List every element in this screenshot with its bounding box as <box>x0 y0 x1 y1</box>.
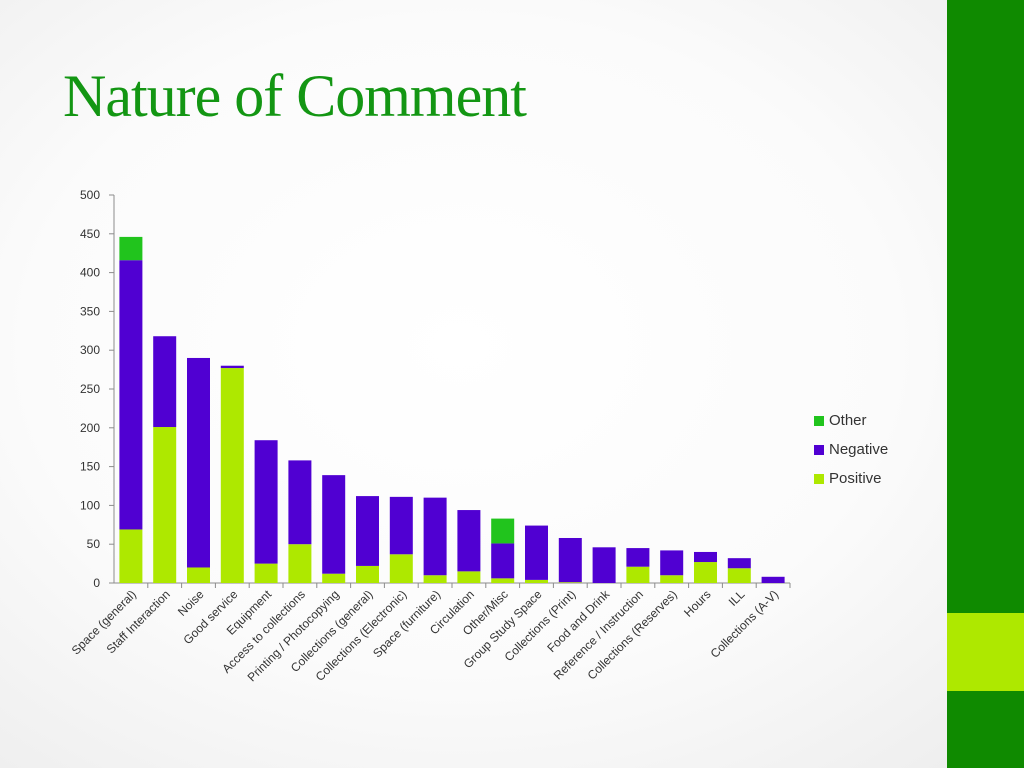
bar-negative-1 <box>153 336 177 428</box>
bar-negative-15 <box>626 548 650 567</box>
bar-positive-8 <box>389 554 413 583</box>
y-tick-label-250: 250 <box>80 382 100 396</box>
legend-label-other: Other <box>829 412 867 429</box>
bar-negative-18 <box>727 558 751 569</box>
y-tick-label-400: 400 <box>80 266 100 280</box>
bar-negative-11 <box>491 543 515 579</box>
legend-swatch-positive <box>814 473 824 484</box>
y-tick-label-0: 0 <box>93 576 100 590</box>
bar-positive-5 <box>288 544 312 583</box>
bar-negative-0 <box>119 260 143 530</box>
legend-swatch-other <box>814 415 824 426</box>
legend-label-negative: Negative <box>829 441 889 458</box>
bar-positive-10 <box>457 571 481 583</box>
bar-negative-14 <box>592 547 616 583</box>
x-tick-label-17: Hours <box>681 587 714 620</box>
bar-positive-2 <box>187 567 210 583</box>
bar-negative-10 <box>457 510 481 572</box>
bar-negative-19 <box>761 576 785 583</box>
bar-negative-5 <box>288 460 312 545</box>
bar-positive-0 <box>119 529 143 583</box>
chart-legend: Other Negative Positive <box>814 406 888 493</box>
x-tick-label-2: Noise <box>175 587 207 619</box>
bar-positive-6 <box>322 573 346 583</box>
bar-negative-16 <box>660 550 684 576</box>
y-tick-label-100: 100 <box>80 498 100 512</box>
legend-swatch-negative <box>814 444 824 455</box>
bar-positive-1 <box>153 427 177 583</box>
bar-positive-13 <box>558 582 582 583</box>
bar-negative-3 <box>220 365 244 369</box>
y-tick-label-200: 200 <box>80 421 100 435</box>
bar-negative-9 <box>423 497 447 576</box>
legend-item-positive: Positive <box>814 464 888 493</box>
y-tick-label-350: 350 <box>80 304 100 318</box>
y-tick-label-500: 500 <box>80 188 100 202</box>
legend-item-negative: Negative <box>814 435 888 464</box>
bar-other-11 <box>491 518 515 544</box>
bar-positive-11 <box>491 578 515 583</box>
bar-other-0 <box>119 236 143 261</box>
bar-positive-16 <box>660 575 684 583</box>
bar-negative-8 <box>389 496 413 555</box>
bar-negative-4 <box>254 440 278 564</box>
x-tick-label-18: ILL <box>726 587 748 609</box>
y-tick-label-450: 450 <box>80 227 100 241</box>
legend-item-other: Other <box>814 406 888 435</box>
y-tick-label-150: 150 <box>80 460 100 474</box>
bar-positive-18 <box>727 568 751 583</box>
bar-positive-17 <box>694 562 717 583</box>
legend-label-positive: Positive <box>829 470 882 487</box>
y-tick-label-300: 300 <box>80 343 100 357</box>
bar-negative-13 <box>558 537 582 583</box>
bar-negative-7 <box>356 496 379 566</box>
bar-positive-15 <box>626 566 650 583</box>
y-tick-label-50: 50 <box>87 537 101 551</box>
bar-positive-4 <box>254 563 278 583</box>
bar-negative-6 <box>322 475 346 574</box>
bar-negative-12 <box>525 525 548 580</box>
bar-negative-2 <box>187 357 210 568</box>
bar-positive-9 <box>423 575 447 583</box>
slide-title: Nature of Comment <box>63 63 527 129</box>
bar-positive-7 <box>356 565 379 583</box>
bar-positive-3 <box>220 368 244 583</box>
bar-positive-12 <box>525 579 548 583</box>
bar-negative-17 <box>694 551 717 563</box>
decorative-side-accent <box>947 613 1024 691</box>
